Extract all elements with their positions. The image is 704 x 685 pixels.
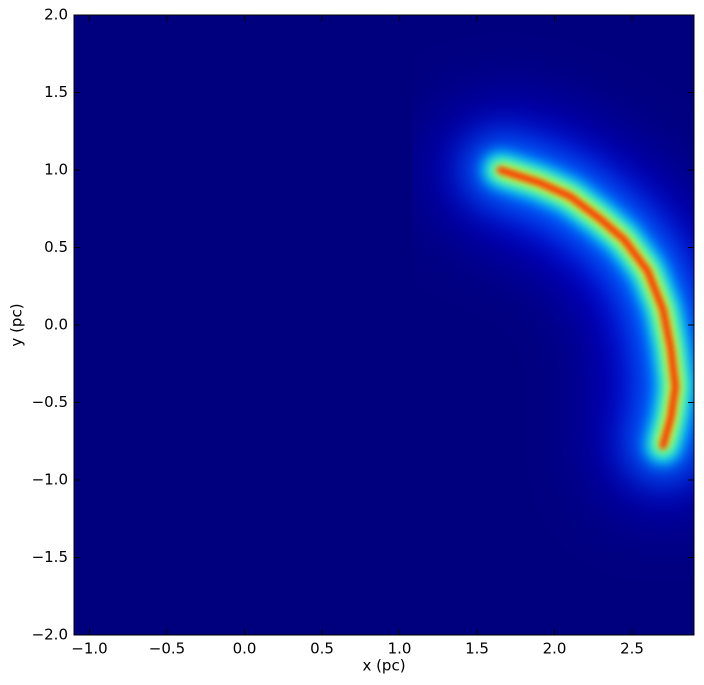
x-tick-label: 1.5 <box>465 640 489 658</box>
x-tick-label: 0.5 <box>310 640 334 658</box>
density-ridge <box>496 166 679 450</box>
y-tick-label: −0.5 <box>32 393 68 411</box>
y-tick-label: 2.0 <box>44 6 68 24</box>
y-tick-label: −1.5 <box>32 548 68 566</box>
x-tick-label: −1.0 <box>71 640 107 658</box>
x-tick-label: 0.0 <box>233 640 257 658</box>
y-tick-label: 1.0 <box>44 161 68 179</box>
x-axis-label: x (pc) <box>362 657 405 675</box>
y-tick-label: 0.0 <box>44 316 68 334</box>
x-tick-label: 2.5 <box>620 640 644 658</box>
x-tick-label: 2.0 <box>543 640 567 658</box>
y-axis-label: y (pc) <box>8 303 26 346</box>
plot-background <box>74 15 694 635</box>
y-tick-label: 0.5 <box>44 238 68 256</box>
y-tick-label: −1.0 <box>32 471 68 489</box>
density-layer <box>445 115 694 501</box>
y-tick-label: 1.5 <box>44 83 68 101</box>
x-tick-label: 1.0 <box>388 640 412 658</box>
x-tick-label: −0.5 <box>149 640 185 658</box>
y-tick-label: −2.0 <box>32 626 68 644</box>
